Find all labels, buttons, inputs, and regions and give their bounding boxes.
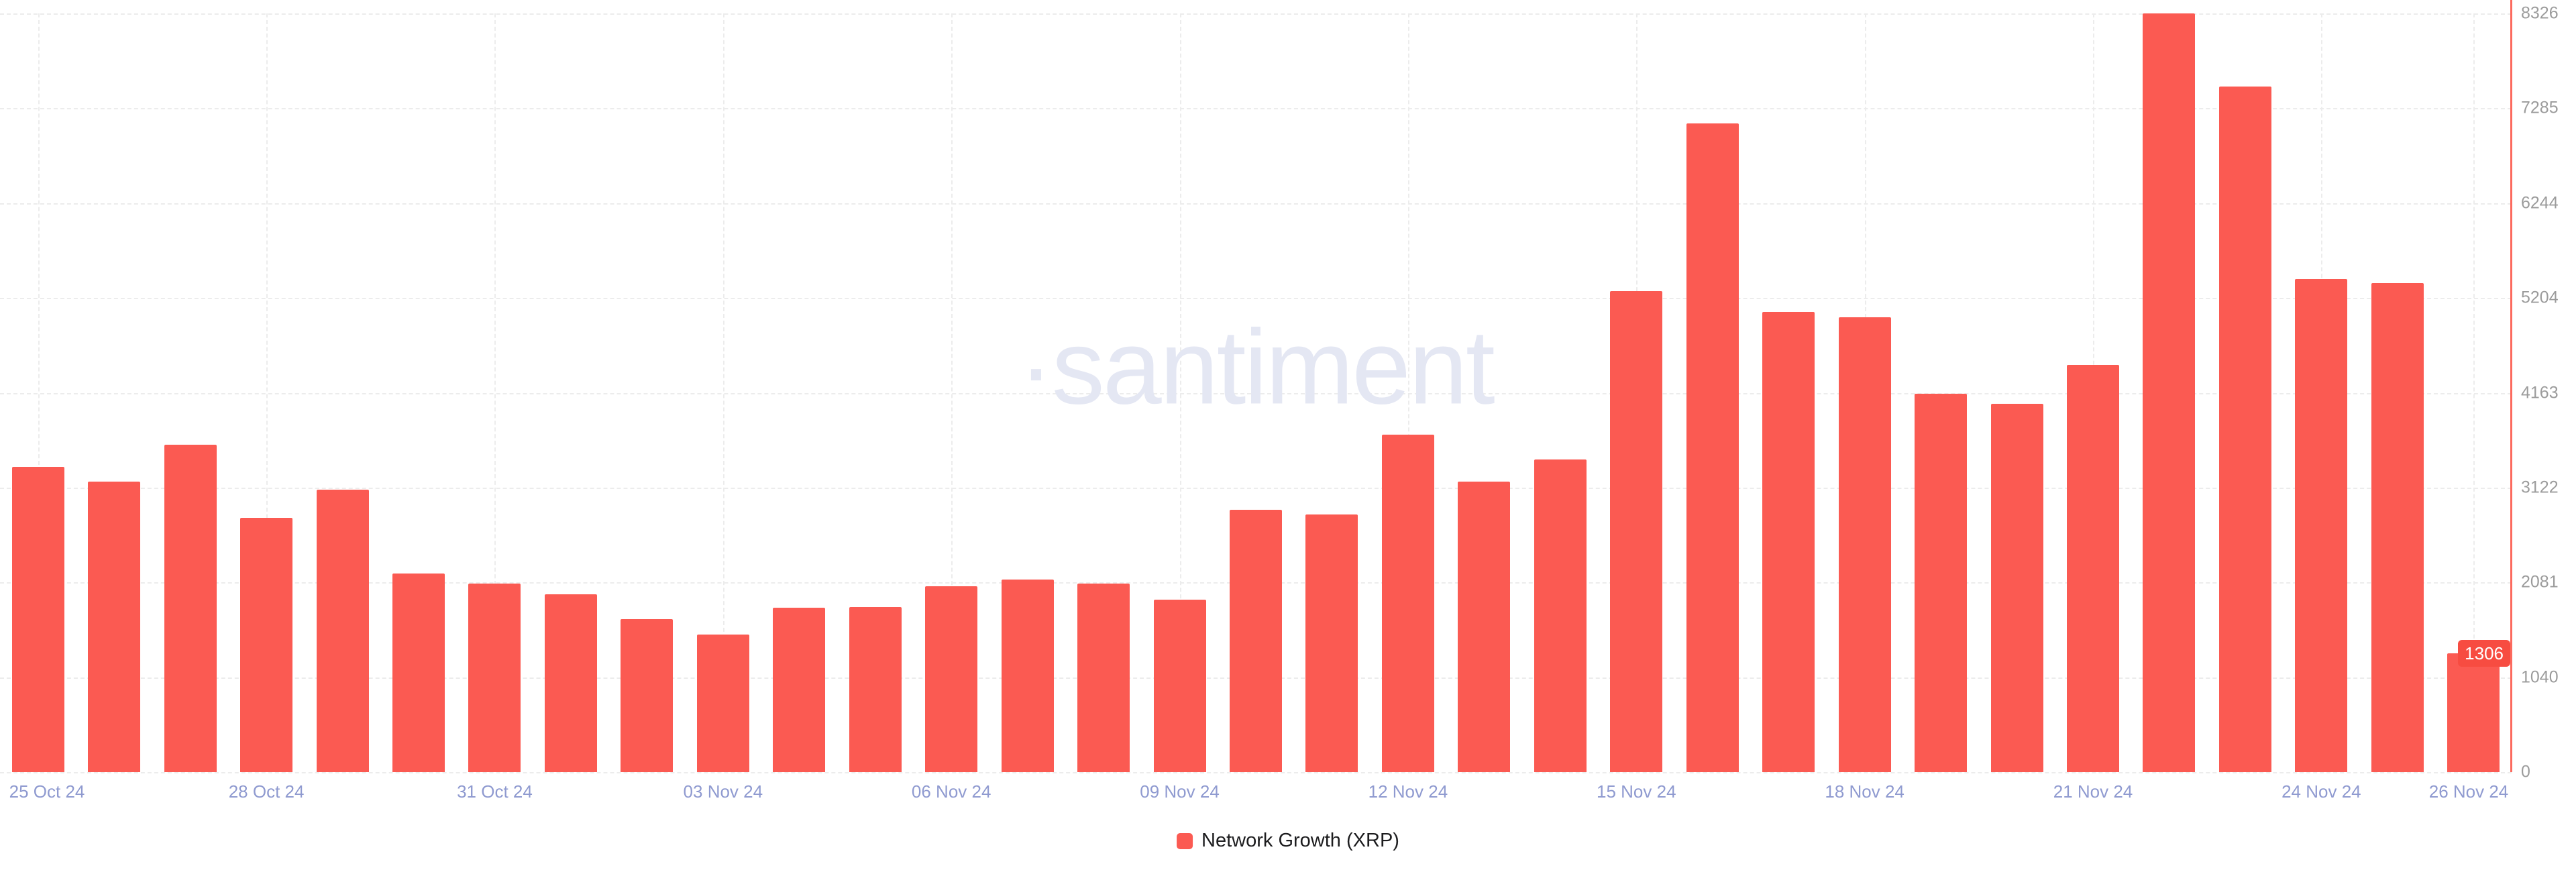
x-axis: 25 Oct 24 28 Oct 24 31 Oct 24 03 Nov 24 06 N… xyxy=(0,781,2512,808)
y-tick-label: 1040 xyxy=(2521,667,2559,687)
bar-09-nov-24[interactable] xyxy=(1153,600,1206,772)
bar-11-nov-24[interactable] xyxy=(1305,514,1358,772)
bar-08-nov-24[interactable] xyxy=(1077,583,1130,772)
x-tick-label: 26 Nov 24 xyxy=(2428,781,2509,802)
legend-label: Network Growth (XRP) xyxy=(1201,830,1399,851)
bar-21-nov-24[interactable] xyxy=(2067,364,2119,772)
bar-17-nov-24[interactable] xyxy=(1762,312,1815,772)
bar-28-oct-24[interactable] xyxy=(240,518,293,772)
v-gridline xyxy=(266,13,268,772)
v-gridline xyxy=(38,13,40,772)
bar-27-oct-24[interactable] xyxy=(164,445,217,772)
bar-25-nov-24[interactable] xyxy=(2371,282,2424,772)
h-gridline xyxy=(0,108,2512,110)
y-axis: 8326 7285 6244 5204 4163 3122 2081 1040 0 xyxy=(2521,0,2576,781)
bar-16-nov-24[interactable] xyxy=(1686,123,1739,772)
legend[interactable]: Network Growth (XRP) xyxy=(1177,830,1399,852)
y-tick-label: 0 xyxy=(2521,762,2530,781)
x-tick-label: 28 Oct 24 xyxy=(228,781,305,802)
v-gridline xyxy=(951,13,953,772)
bar-29-oct-24[interactable] xyxy=(316,489,369,772)
x-tick-label: 21 Nov 24 xyxy=(2053,781,2133,802)
y-tick-label: 8326 xyxy=(2521,3,2559,23)
bar-20-nov-24[interactable] xyxy=(1990,404,2043,772)
bar-12-nov-24[interactable] xyxy=(1381,435,1434,772)
y-tick-label: 2081 xyxy=(2521,572,2559,592)
plot-area[interactable]: ·santiment xyxy=(0,0,2512,773)
bar-30-oct-24[interactable] xyxy=(392,573,445,772)
legend-swatch xyxy=(1177,832,1193,849)
x-tick-label: 18 Nov 24 xyxy=(1825,781,1904,802)
v-gridline xyxy=(1407,13,1409,772)
bar-07-nov-24[interactable] xyxy=(1001,580,1054,772)
bar-15-nov-24[interactable] xyxy=(1610,290,1663,772)
bar-18-nov-24[interactable] xyxy=(1838,317,1891,772)
y-tick-label: 4163 xyxy=(2521,383,2559,402)
bar-26-nov-24[interactable] xyxy=(2447,653,2500,772)
right-axis-line xyxy=(2510,0,2512,772)
h-gridline xyxy=(0,13,2512,15)
x-tick-label: 03 Nov 24 xyxy=(683,781,763,802)
bar-31-oct-24[interactable] xyxy=(468,583,521,772)
x-tick-label: 09 Nov 24 xyxy=(1140,781,1220,802)
bar-25-oct-24[interactable] xyxy=(11,466,64,772)
v-gridline xyxy=(1179,13,1181,772)
x-tick-label: 31 Oct 24 xyxy=(457,781,533,802)
x-tick-label: 25 Oct 24 xyxy=(9,781,85,802)
bar-06-nov-24[interactable] xyxy=(925,586,978,772)
bar-03-nov-24[interactable] xyxy=(696,634,749,772)
bar-13-nov-24[interactable] xyxy=(1458,481,1511,772)
bar-24-nov-24[interactable] xyxy=(2295,279,2348,772)
bar-05-nov-24[interactable] xyxy=(849,607,902,772)
v-gridline xyxy=(494,13,496,772)
santiment-watermark: ·santiment xyxy=(1018,308,1495,427)
v-gridline xyxy=(722,13,724,772)
x-tick-label: 12 Nov 24 xyxy=(1368,781,1448,802)
h-gridline xyxy=(0,203,2512,205)
h-gridline xyxy=(0,487,2512,489)
v-gridline xyxy=(2473,13,2475,772)
h-gridline xyxy=(0,392,2512,394)
x-tick-label: 15 Nov 24 xyxy=(1597,781,1676,802)
bar-01-nov-24[interactable] xyxy=(544,594,597,772)
bar-22-nov-24[interactable] xyxy=(2143,13,2196,772)
y-tick-label: 6244 xyxy=(2521,193,2559,213)
bar-23-nov-24[interactable] xyxy=(2218,87,2271,772)
current-value-badge: 1306 xyxy=(2458,639,2510,667)
bar-04-nov-24[interactable] xyxy=(773,608,826,772)
bar-10-nov-24[interactable] xyxy=(1230,509,1282,772)
y-tick-label: 5204 xyxy=(2521,288,2559,307)
bar-19-nov-24[interactable] xyxy=(1915,394,1968,772)
x-tick-label: 06 Nov 24 xyxy=(911,781,991,802)
h-gridline xyxy=(0,298,2512,300)
h-gridline xyxy=(0,772,2512,773)
bar-26-oct-24[interactable] xyxy=(88,481,141,772)
x-tick-label: 24 Nov 24 xyxy=(2282,781,2361,802)
bar-14-nov-24[interactable] xyxy=(1534,459,1587,772)
bar-02-nov-24[interactable] xyxy=(621,618,674,772)
y-tick-label: 3122 xyxy=(2521,478,2559,497)
y-tick-label: 7285 xyxy=(2521,98,2559,117)
